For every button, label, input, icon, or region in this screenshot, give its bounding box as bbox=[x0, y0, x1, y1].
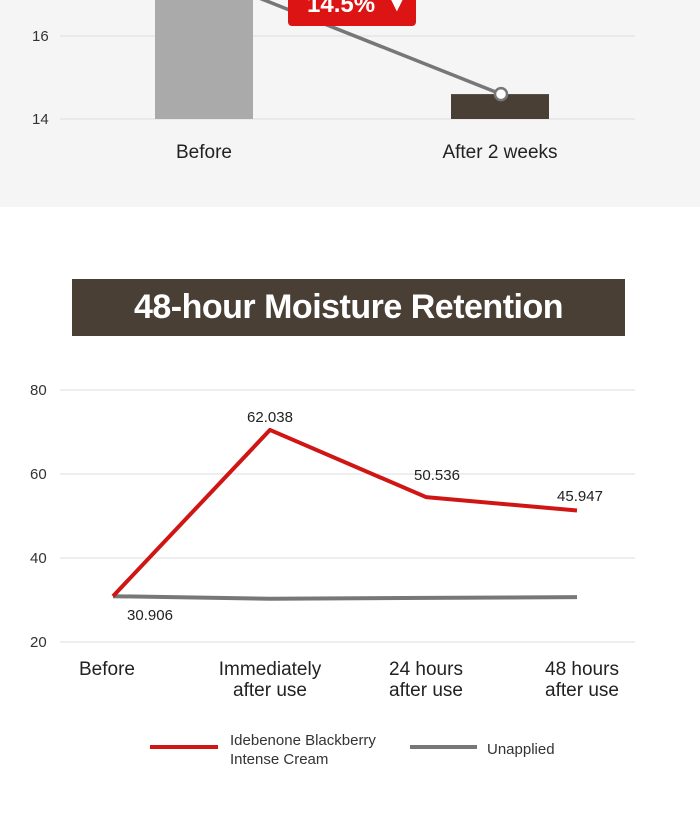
series-line-cream bbox=[111, 427, 578, 598]
change-marker bbox=[493, 86, 509, 102]
chart-title: 48-hour Moisture Retention bbox=[133, 288, 564, 326]
badge-percent: 14.5% bbox=[307, 0, 375, 18]
badge-down-arrow: ▼ bbox=[385, 0, 409, 17]
legend: Idebenone Blackberry Intense Cream Unappli… bbox=[150, 732, 555, 768]
data-label: 50.536 bbox=[414, 467, 460, 484]
y-tick-label: 40 bbox=[30, 550, 47, 567]
x-category-label: Before bbox=[79, 659, 135, 680]
data-label: 62.038 bbox=[247, 409, 293, 426]
y-tick-label: 60 bbox=[30, 466, 47, 483]
series-line-unapplied bbox=[112, 594, 578, 601]
x-category-label: Immediately after use bbox=[219, 659, 322, 701]
chart-title-banner: 48-hour Moisture Retention bbox=[72, 279, 625, 336]
bar bbox=[155, 0, 253, 119]
y-tick-label: 80 bbox=[30, 382, 47, 399]
legend-label-unapplied: Unapplied bbox=[487, 741, 555, 758]
top-chart-panel: 14 16 14.5% ▼ Before After 2 weeks bbox=[0, 0, 700, 207]
y-tick-label: 20 bbox=[30, 634, 47, 651]
data-label: 30.906 bbox=[127, 607, 173, 624]
badge-background bbox=[288, 0, 416, 26]
change-badge: 14.5% ▼ bbox=[288, 0, 416, 26]
y-tick-label: 14 bbox=[32, 111, 49, 128]
data-label: 45.947 bbox=[557, 488, 603, 505]
top-bar-chart: 14 16 14.5% ▼ Before After 2 weeks bbox=[32, 0, 635, 163]
legend-label-cream: Idebenone Blackberry Intense Cream bbox=[230, 732, 376, 768]
x-category-label: 24 hours after use bbox=[389, 659, 463, 701]
x-category-label: After 2 weeks bbox=[442, 142, 557, 163]
y-tick-label: 16 bbox=[32, 28, 49, 45]
x-category-label: Before bbox=[176, 142, 232, 163]
x-category-label: 48 hours after use bbox=[545, 659, 619, 701]
